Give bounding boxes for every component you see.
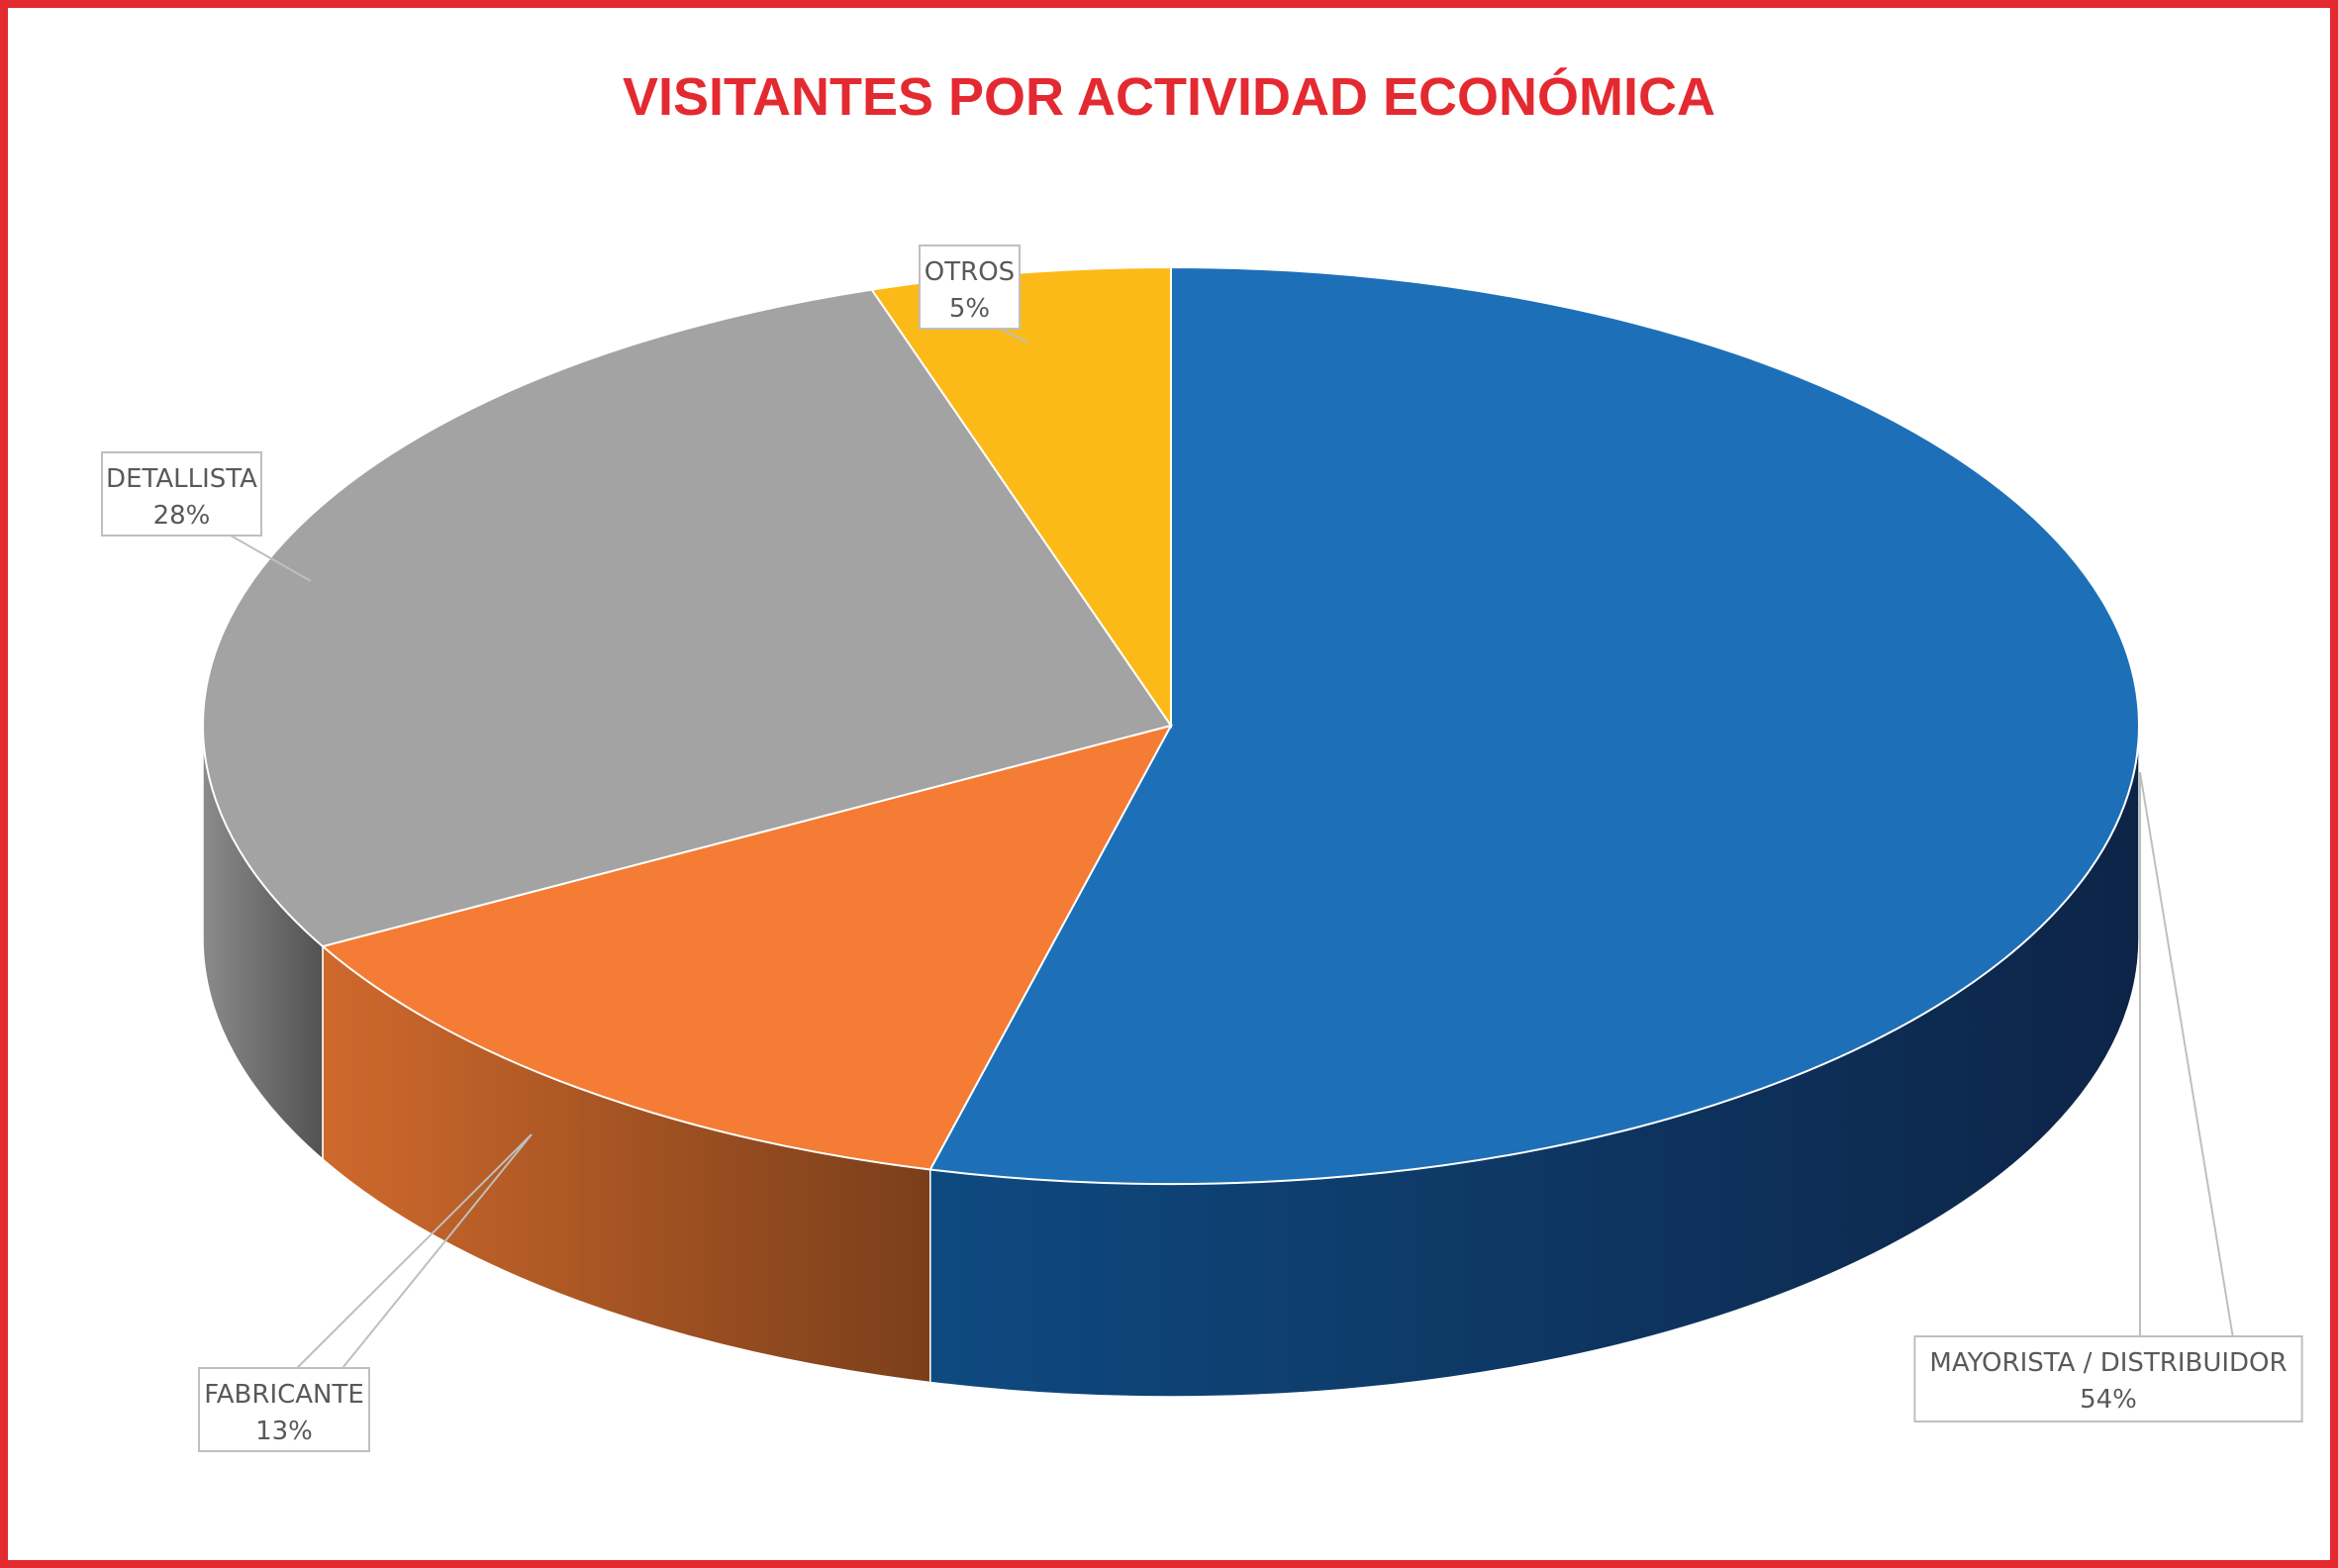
label-fabricante-leader-2 [341, 1133, 533, 1369]
label-detallista: DETALLISTA 28% [101, 451, 312, 582]
label-mayorista-box [1913, 1335, 2303, 1422]
label-fabricante-value: 13% [255, 1417, 313, 1446]
label-detallista-value: 28% [153, 501, 211, 531]
label-detallista-box [101, 451, 262, 537]
label-otros-leader [999, 328, 1028, 343]
label-otros-value: 5% [949, 294, 990, 324]
label-fabricante-category: FABRICANTE [204, 1380, 364, 1410]
label-mayorista-category: MAYORISTA / DISTRIBUIDOR [1929, 1348, 2287, 1378]
label-otros: OTROS 5% [919, 245, 1028, 343]
slice-detallista [202, 288, 1173, 948]
chart-title: VISITANTES POR ACTIVIDAD ECONÓMICA [623, 67, 1715, 127]
pie-tops [202, 265, 2141, 1185]
label-fabricante-box [198, 1367, 370, 1452]
slice-mayorista [928, 265, 2141, 1185]
label-detallista-category: DETALLISTA [106, 464, 257, 494]
label-otros-box [919, 245, 1021, 330]
data-labels: MAYORISTA / DISTRIBUIDOR 54% FABRICANTE 13%… [101, 245, 2303, 1452]
label-fabricante: FABRICANTE 13% [198, 1133, 533, 1452]
label-mayorista-leader [2139, 771, 2234, 1339]
label-mayorista-value: 54% [2080, 1385, 2137, 1415]
label-detallista-leader [230, 535, 312, 582]
label-mayorista: MAYORISTA / DISTRIBUIDOR 54% [1913, 771, 2303, 1422]
label-fabricante-leader [296, 1133, 533, 1369]
label-otros-category: OTROS [925, 257, 1015, 287]
slice-fabricante [320, 724, 1173, 1171]
